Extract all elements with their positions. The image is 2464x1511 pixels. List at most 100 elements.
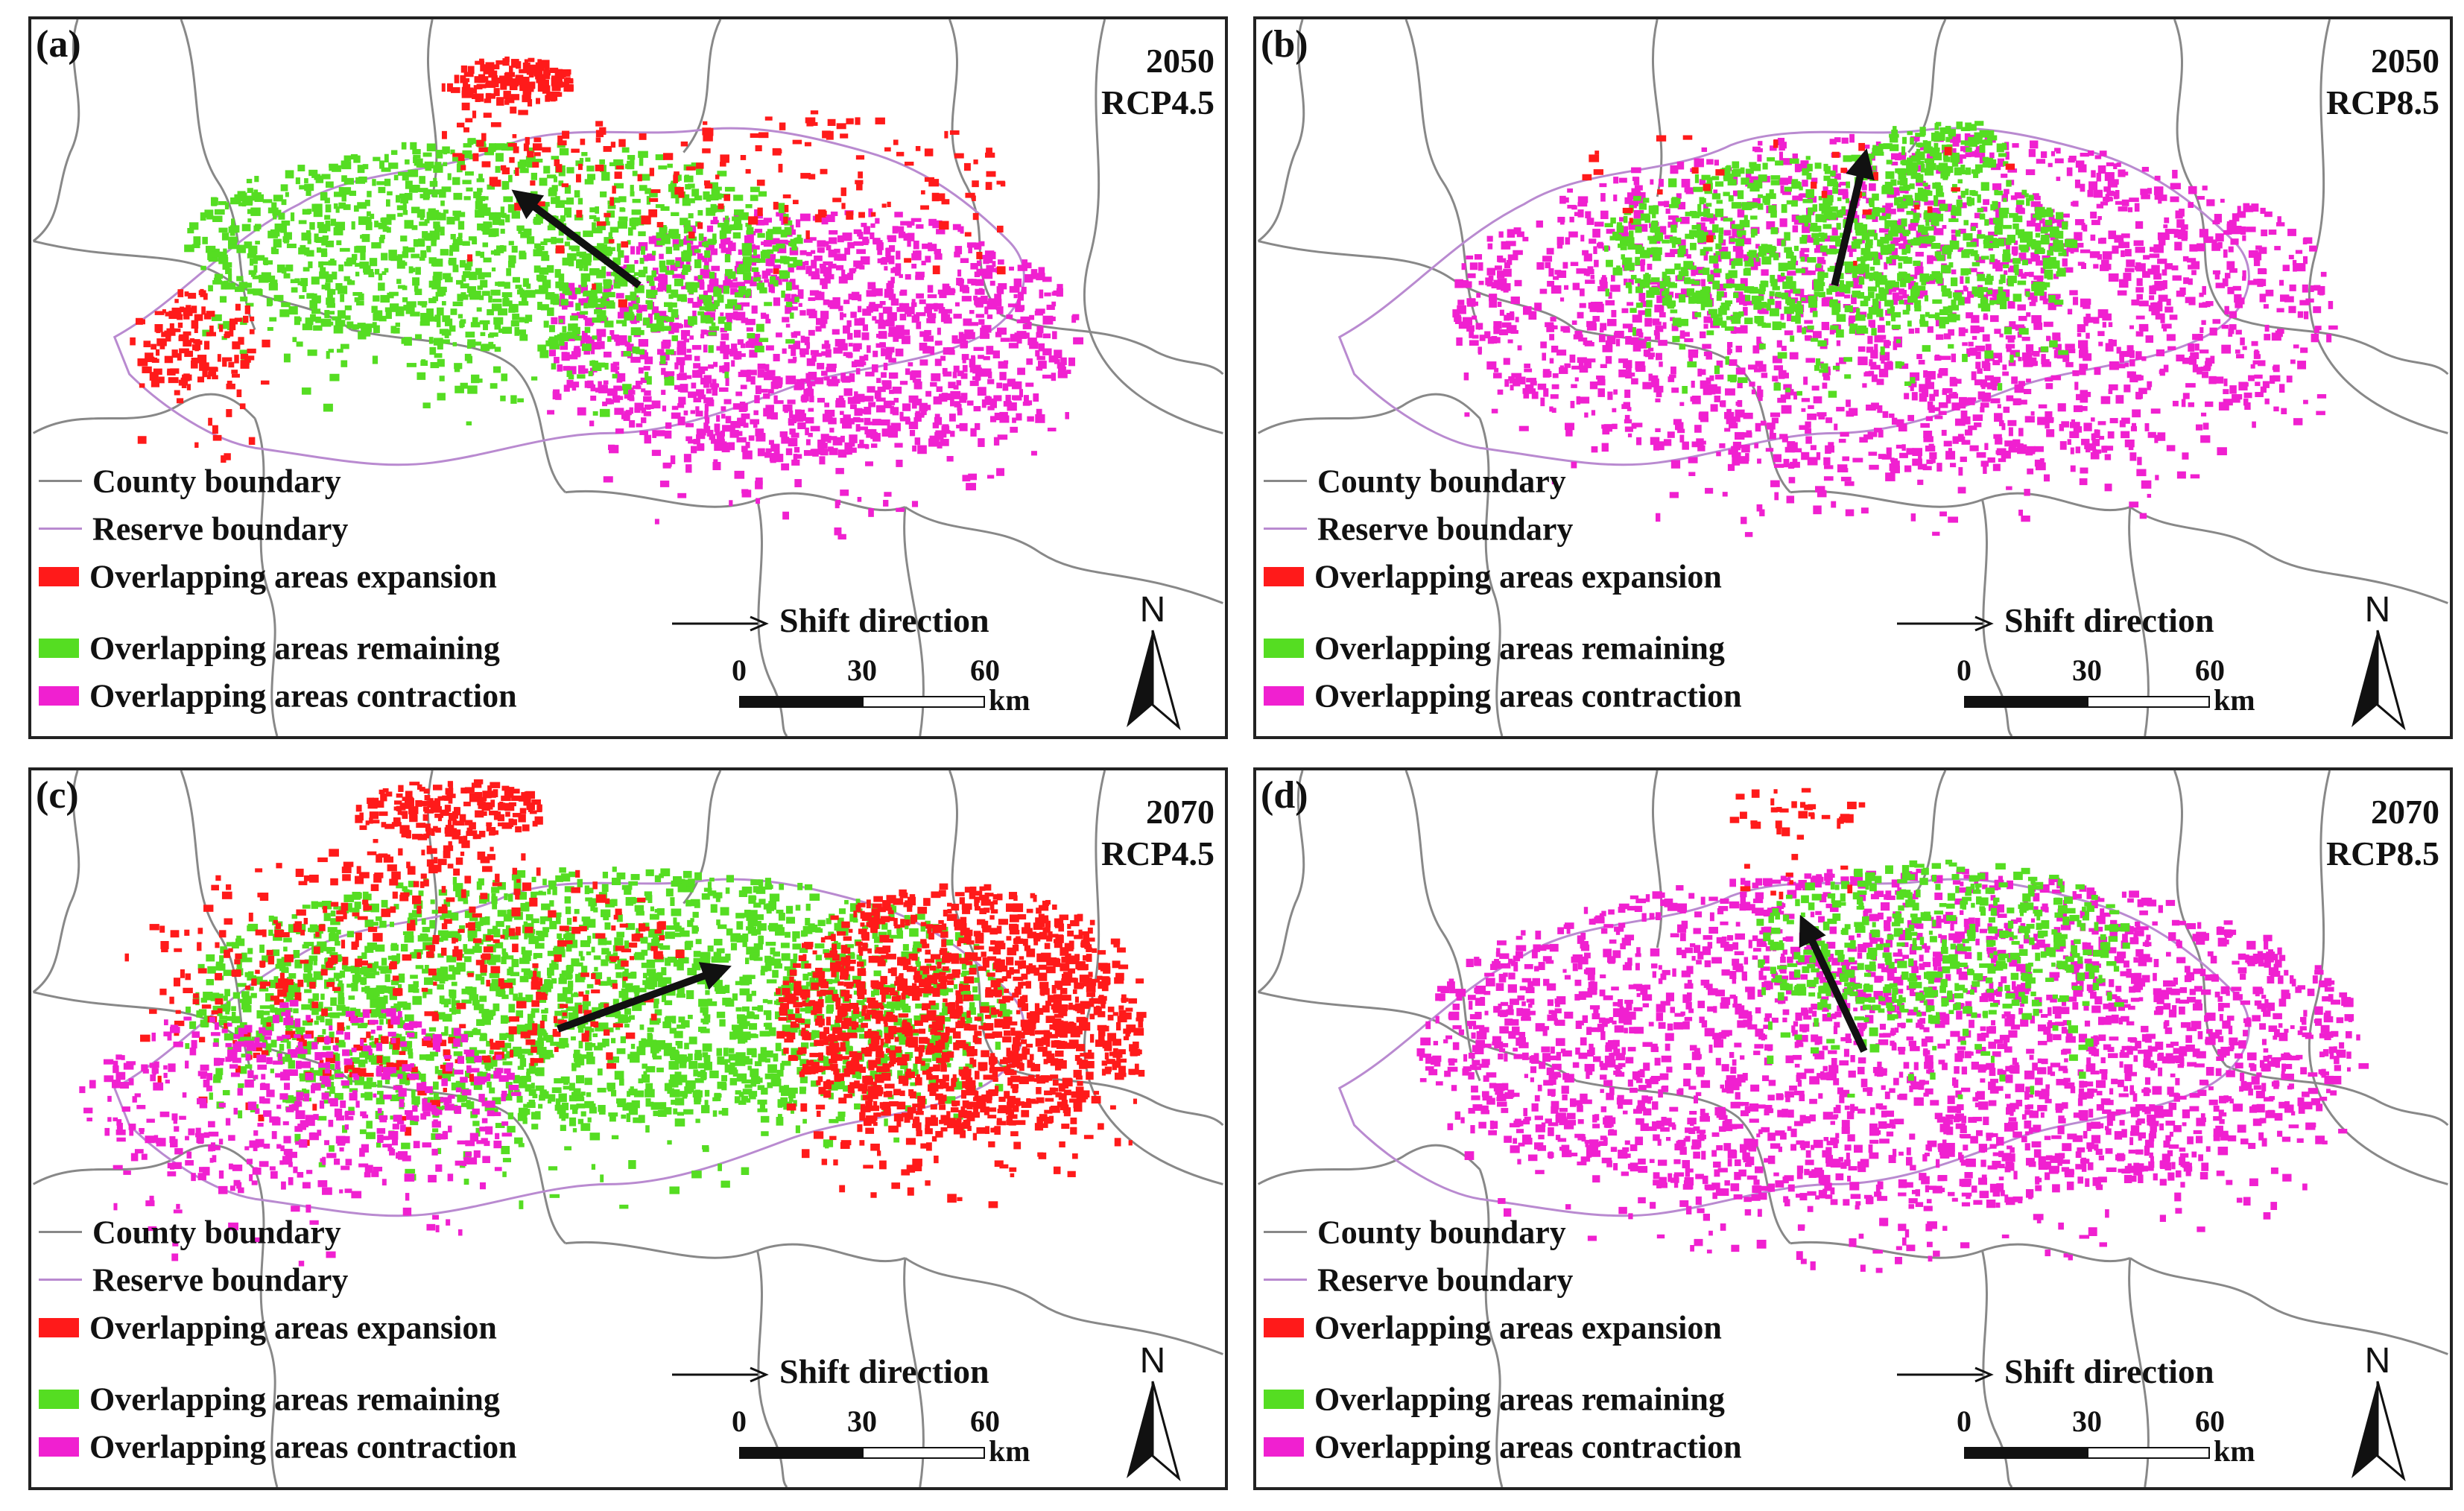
county-boundary-line [253,1169,279,1487]
legend-item-remaining: Overlapping areas remaining [39,1377,500,1418]
legend-swatch-contraction [39,1436,79,1457]
habitat-expansion-cluster [355,779,543,914]
map-panel-c: (c) 2070 RCP4.5 County boundary Reserve b… [28,767,1228,1490]
habitat-contraction-cluster [1452,133,2338,537]
legend-item-remaining: Overlapping areas remaining [1264,1377,1725,1418]
legend-label: Overlapping areas contraction [1314,1428,1742,1466]
legend-item-contraction: Overlapping areas contraction [1264,674,1742,715]
county-boundary-line [1652,19,1663,197]
scale-tick-label: 0 [1957,653,1971,687]
legend-label: Overlapping areas remaining [1314,630,1725,667]
habitat-expansion-cluster [776,883,1147,1209]
legend-swatch-expansion [1264,1317,1304,1337]
legend-swatch-remaining [39,1389,79,1409]
county-boundary-line [682,770,722,905]
legend-item-county-boundary: County boundary [1264,459,1566,500]
shift-direction-arrow [1799,914,1868,1053]
scale-bar-empty [2087,696,2210,708]
county-boundary-line [682,19,722,153]
scale-unit: km [2214,683,2255,717]
legend-item-contraction: Overlapping areas contraction [39,1425,517,1466]
county-boundary-line [32,393,256,434]
county-boundary-line [350,329,566,493]
county-boundary-line [1257,770,1305,993]
county-boundary-line [2129,1257,2448,1355]
scale-tick-label: 60 [970,653,1000,687]
scale-bar: 0 30 60 km [732,1404,1030,1478]
legend-label: Overlapping areas remaining [89,630,500,667]
county-boundary-line [756,1250,788,1487]
county-boundary-line [565,1241,906,1263]
county-boundary-line [756,499,788,736]
panel-label: (a) [36,23,81,66]
habitat-contraction-cluster [547,208,1084,540]
arrow-right-icon [672,1367,769,1383]
north-arrow-icon: N [2337,1337,2419,1486]
shift-direction-label: Shift direction [779,1352,989,1390]
reserve-boundary-line [113,127,1025,466]
scale-unit: km [2214,1434,2255,1468]
legend-swatch-contraction [39,685,79,706]
shift-direction-label: Shift direction [2004,1352,2214,1390]
scale-tick-label: 30 [847,653,877,687]
panel-label: (d) [1261,774,1308,817]
shift-direction-legend: Shift direction [672,601,989,640]
legend-label: Reserve boundary [92,510,349,548]
map-canvas [1257,770,2449,1487]
legend-item-county-boundary: County boundary [1264,1210,1566,1251]
scenario-year: 2070 [1146,793,1214,831]
county-boundary-line [1790,1241,2131,1263]
legend-line-reserve-boundary [1264,1279,1307,1282]
legend-label: County boundary [1317,463,1566,500]
legend-item-expansion: Overlapping areas expansion [1264,1305,1722,1346]
svg-text:N: N [1140,590,1166,630]
shift-direction-label: Shift direction [2004,601,2214,639]
habitat-expansion-cluster [441,56,580,186]
scale-bar-filled [1964,696,2087,708]
county-boundary-line [1478,1169,1504,1487]
legend-item-expansion: Overlapping areas expansion [1264,554,1722,595]
county-boundary-line [32,19,80,242]
habitat-expansion-cluster [1582,135,2015,266]
legend-line-county-boundary [1264,480,1307,483]
legend-line-county-boundary [39,1231,82,1234]
scenario-label: 2070 RCP4.5 [1101,791,1214,875]
scenario-rcp: RCP4.5 [1100,83,1214,121]
county-boundary-line [905,506,1223,604]
legend-line-county-boundary [39,480,82,483]
county-boundary-line [32,770,80,993]
scale-tick-label: 0 [732,1404,747,1438]
panel-label: (b) [1261,23,1308,66]
legend-swatch-contraction [1264,1436,1304,1457]
legend-item-expansion: Overlapping areas expansion [39,554,497,595]
county-boundary-line [253,418,279,736]
county-boundary-line [2129,506,2448,604]
shift-direction-arrow [1831,148,1875,287]
legend-swatch-remaining [1264,1389,1304,1409]
scale-tick-label: 0 [1957,1404,1971,1438]
county-boundary-line [1258,240,1577,331]
legend-label: Reserve boundary [1317,510,1574,548]
scale-bar-filled [739,696,862,708]
scenario-rcp: RCP4.5 [1100,834,1214,872]
county-boundary-line [427,770,438,948]
legend-item-reserve-boundary: Reserve boundary [39,507,348,548]
shift-direction-legend: Shift direction [1897,1352,2214,1391]
scale-bar-filled [1964,1447,2087,1459]
scale-bar-empty [2087,1447,2210,1459]
legend-label: Overlapping areas remaining [1314,1381,1725,1418]
shift-direction-arrow [511,189,642,288]
county-boundary-line [1575,329,1791,493]
habitat-expansion-cluster [130,288,270,463]
county-boundary-line [1257,19,1305,242]
north-arrow-icon: N [2337,586,2419,735]
scenario-year: 2050 [2371,42,2439,80]
county-boundary-line [1981,1250,2013,1487]
county-boundary-line [905,1257,1223,1355]
legend-label: Overlapping areas remaining [89,1381,500,1418]
legend-item-remaining: Overlapping areas remaining [39,626,500,667]
legend-label: Overlapping areas contraction [89,1428,517,1466]
county-boundary-line [1790,490,2131,512]
scale-tick-label: 30 [2072,1404,2102,1438]
scale-tick-label: 30 [2072,653,2102,687]
